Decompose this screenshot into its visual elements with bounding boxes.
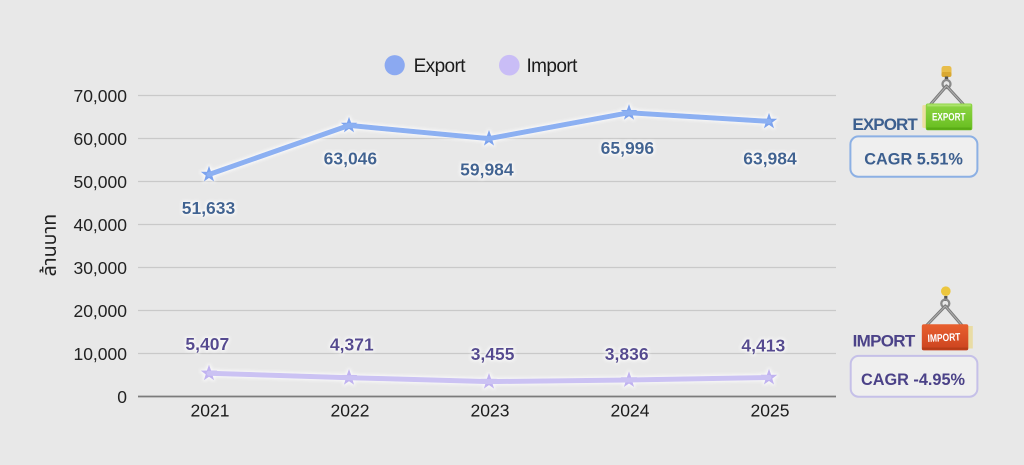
svg-text:0: 0 [117, 387, 127, 407]
svg-text:70,000: 70,000 [73, 86, 127, 106]
svg-text:63,984: 63,984 [743, 149, 797, 169]
svg-text:30,000: 30,000 [73, 258, 127, 278]
svg-text:50,000: 50,000 [73, 172, 127, 192]
svg-text:51,633: 51,633 [182, 198, 236, 218]
svg-text:4,371: 4,371 [330, 335, 374, 355]
svg-text:2024: 2024 [611, 400, 650, 420]
svg-text:EXPORT: EXPORT [932, 112, 966, 124]
svg-text:2023: 2023 [471, 400, 510, 420]
svg-text:2021: 2021 [191, 400, 230, 420]
svg-text:4,413: 4,413 [741, 336, 785, 356]
svg-text:5,407: 5,407 [185, 334, 229, 354]
svg-text:20,000: 20,000 [73, 301, 127, 321]
svg-text:EXPORT: EXPORT [852, 115, 918, 134]
svg-text:2025: 2025 [751, 400, 790, 420]
svg-text:CAGR 5.51%: CAGR 5.51% [864, 151, 963, 169]
svg-text:40,000: 40,000 [73, 215, 127, 235]
svg-text:10,000: 10,000 [73, 344, 127, 364]
svg-text:3,455: 3,455 [471, 344, 515, 364]
svg-text:60,000: 60,000 [73, 129, 127, 149]
svg-text:CAGR -4.95%: CAGR -4.95% [861, 371, 966, 389]
svg-text:Export: Export [414, 56, 467, 77]
svg-text:65,996: 65,996 [601, 138, 655, 158]
svg-text:3,836: 3,836 [605, 344, 649, 364]
svg-text:63,046: 63,046 [324, 149, 378, 169]
svg-text:2022: 2022 [331, 400, 370, 420]
svg-text:59,984: 59,984 [460, 160, 514, 180]
svg-text:Import: Import [527, 56, 579, 77]
svg-text:IMPORT: IMPORT [853, 331, 916, 350]
svg-text:IMPORT: IMPORT [927, 331, 961, 345]
